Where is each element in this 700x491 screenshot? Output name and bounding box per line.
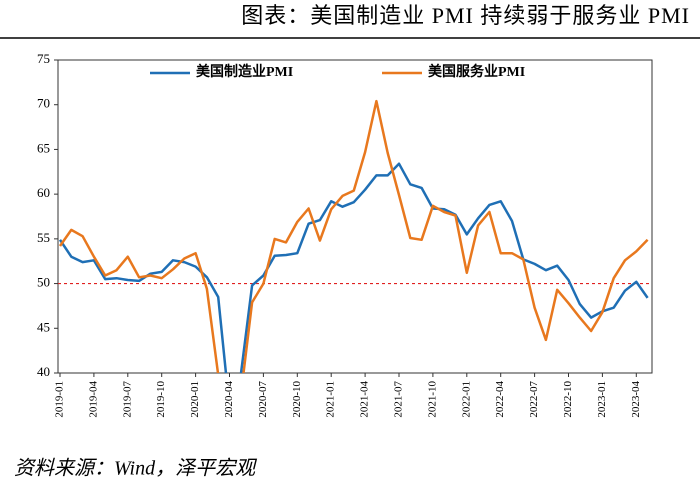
x-tick-label: 2023-04 [630,381,642,418]
x-tick-label: 2021-07 [393,381,405,418]
x-tick-label: 2022-07 [528,381,540,418]
source-note: 资料来源：Wind，泽平宏观 [14,458,257,480]
x-tick-label: 2020-01 [189,381,201,418]
chart-title: 图表：美国制造业 PMI 持续弱于服务业 PMI [241,3,690,28]
y-tick-label: 75 [37,51,50,66]
x-tick-label: 2019-01 [54,381,66,418]
x-tick-label: 2019-07 [121,381,133,418]
y-tick-label: 70 [37,96,50,111]
y-tick-label: 65 [37,140,50,155]
x-tick-label: 2022-04 [494,381,506,418]
x-tick-label: 2023-01 [596,381,608,418]
series-line [58,99,649,373]
x-tick-label: 2019-10 [155,381,167,418]
series-line [58,162,649,373]
x-tick-label: 2020-04 [223,381,235,418]
x-tick-label: 2020-10 [291,381,303,418]
y-tick-label: 60 [37,185,50,200]
x-tick-label: 2021-01 [325,381,337,418]
x-tick-label: 2020-07 [257,381,269,418]
y-tick-label: 45 [37,319,50,334]
y-tick-label: 40 [37,364,50,379]
plot-frame [57,59,653,374]
x-tick-label: 2021-04 [359,381,371,418]
x-tick-label: 2022-01 [460,381,472,418]
legend-label: 美国制造业PMI [196,63,293,80]
plot-area [58,99,649,373]
y-tick-label: 55 [37,230,50,245]
legend-label: 美国服务业PMI [428,63,525,80]
x-tick-label: 2021-10 [426,381,438,418]
y-tick-label: 50 [37,275,50,290]
x-tick-label: 2019-04 [87,381,99,418]
x-tick-label: 2022-10 [562,381,574,418]
